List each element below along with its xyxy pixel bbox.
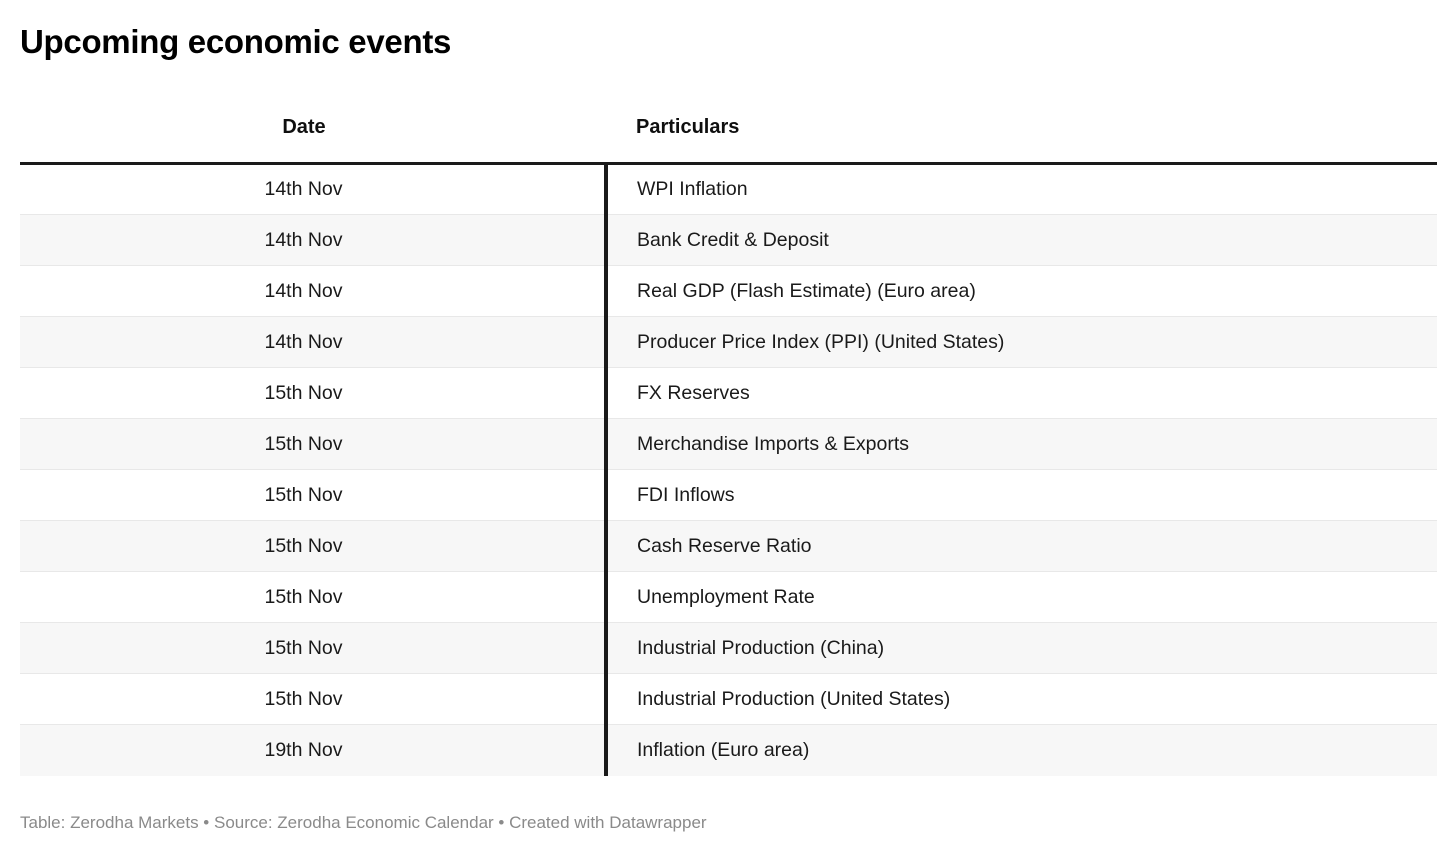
cell-date: 15th Nov [20,571,606,623]
column-header-date: Date [20,62,606,165]
cell-date: 15th Nov [20,622,606,674]
table-row: 15th Nov FDI Inflows [20,469,1437,521]
cell-date: 15th Nov [20,418,606,470]
cell-date: 15th Nov [20,367,606,419]
table-row: 15th Nov Unemployment Rate [20,571,1437,623]
cell-date: 15th Nov [20,673,606,725]
cell-date: 15th Nov [20,469,606,521]
table-row: 15th Nov Industrial Production (China) [20,622,1437,674]
cell-date: 19th Nov [20,724,606,776]
cell-particulars: Industrial Production (China) [604,622,1437,674]
table-row: 14th Nov Producer Price Index (PPI) (Unit… [20,316,1437,368]
table-header-row: Date Particulars [20,62,1437,165]
table-row: 19th Nov Inflation (Euro area) [20,724,1437,776]
cell-particulars: Inflation (Euro area) [604,724,1437,776]
cell-date: 15th Nov [20,520,606,572]
events-table: Date Particulars 14th Nov WPI Inflation 14… [20,62,1437,776]
cell-date: 14th Nov [264,178,343,200]
cell-particulars: Bank Credit & Deposit [604,214,1437,266]
table-row: 14th Nov Bank Credit & Deposit [20,214,1437,266]
cell-date: 14th Nov [20,265,606,317]
table-row: 14th Nov WPI Inflation [20,163,1437,215]
cell-particulars: WPI Inflation [604,163,1437,215]
cell-particulars: Real GDP (Flash Estimate) (Euro area) [604,265,1437,317]
table-body: 14th Nov WPI Inflation 14th Nov Bank Credit… [20,163,1437,776]
cell-date: 14th Nov [20,214,606,266]
cell-particulars: Industrial Production (United States) [604,673,1437,725]
column-header-particulars: Particulars [606,62,1437,165]
cell-particulars: Unemployment Rate [604,571,1437,623]
cell-particulars: Merchandise Imports & Exports [604,418,1437,470]
cell-particulars: FDI Inflows [604,469,1437,521]
cell-particulars: Producer Price Index (PPI) (United State… [604,316,1437,368]
cell-particulars: FX Reserves [604,367,1437,419]
table-row: 15th Nov Industrial Production (United St… [20,673,1437,725]
cell-date: 14th Nov [20,316,606,368]
page-title: Upcoming economic events [20,23,452,60]
cell-particulars: Cash Reserve Ratio [604,520,1437,572]
table-row: 15th Nov Merchandise Imports & Exports [20,418,1437,470]
table-row: 15th Nov FX Reserves [20,367,1437,419]
table-row: 15th Nov Cash Reserve Ratio [20,520,1437,572]
attribution-footer: Table: Zerodha Markets • Source: Zerodha… [20,812,707,832]
table-row: 14th Nov Real GDP (Flash Estimate) (Euro … [20,265,1437,317]
